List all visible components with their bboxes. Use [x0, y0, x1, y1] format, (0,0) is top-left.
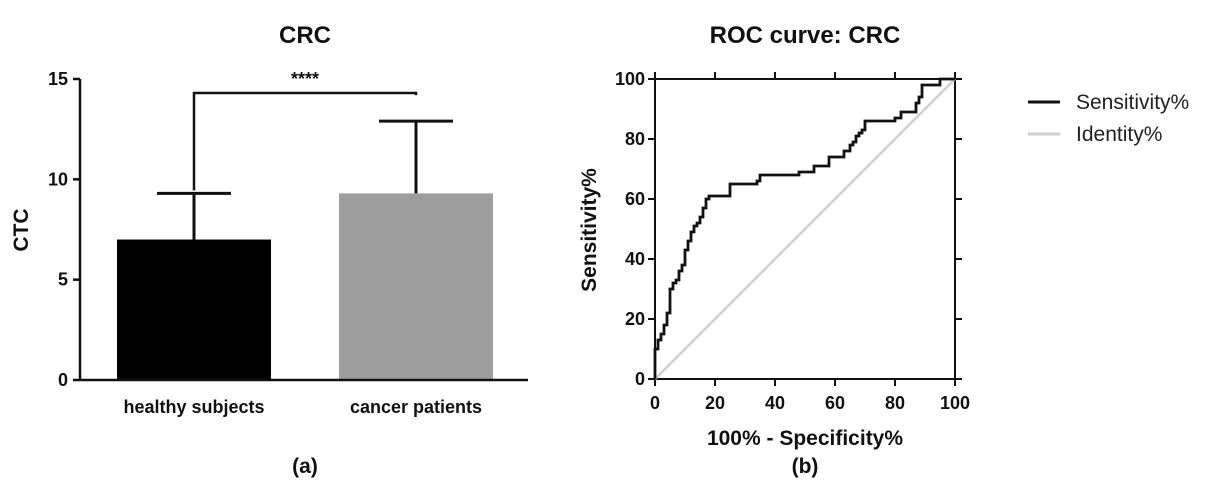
significance-bracket	[192, 91, 418, 191]
roc-x-tick-label: 0	[650, 393, 660, 413]
bar-x-tick-label: cancer patients	[350, 397, 482, 417]
bar-y-tick-label: 5	[58, 270, 68, 290]
roc-x-tick-label: 40	[765, 393, 785, 413]
panel-label-b: (b)	[792, 455, 819, 478]
roc-series-identity	[654, 78, 956, 380]
bar-chart-y-axis-title: CTC	[10, 208, 33, 251]
roc-x-tick-label: 100	[940, 393, 970, 413]
roc-x-tick-label: 80	[885, 393, 905, 413]
panel-label-a: (a)	[292, 455, 318, 478]
roc-x-tick-label: 60	[825, 393, 845, 413]
roc-chart-panel: ROC curve: CRC Sensitivity% 100% - Speci…	[578, 22, 1189, 478]
roc-y-tick-label: 40	[625, 249, 645, 269]
roc-chart-title: ROC curve: CRC	[710, 22, 901, 49]
significance-label: ****	[291, 69, 319, 89]
bar-cancer-patients	[339, 193, 493, 380]
bar-y-tick-label: 0	[58, 370, 68, 390]
bar-y-tick-label: 10	[48, 169, 68, 189]
roc-y-tick-label: 100	[615, 69, 645, 89]
legend-label: Identity%	[1076, 123, 1162, 146]
roc-chart-x-axis-title: 100% - Specificity%	[707, 427, 903, 450]
roc-plot-frame	[654, 78, 956, 380]
bar-y-tick-label: 15	[48, 69, 68, 89]
bar-chart-panel: CRC CTC 0 5 10 15 healthy subjects cancer pa…	[10, 22, 528, 478]
roc-y-tick-label: 0	[635, 369, 645, 389]
roc-y-tick-label: 20	[625, 309, 645, 329]
roc-y-tick-label: 60	[625, 189, 645, 209]
roc-y-tick-label: 80	[625, 129, 645, 149]
roc-chart-y-axis-title: Sensitivity%	[578, 168, 601, 292]
bar-chart-title: CRC	[279, 22, 331, 49]
roc-series-sensitivity	[653, 77, 955, 379]
legend-label: Sensitivity%	[1076, 91, 1189, 114]
roc-x-tick-label: 20	[705, 393, 725, 413]
bar-healthy-subjects	[117, 239, 271, 380]
bar-x-tick-label: healthy subjects	[123, 397, 264, 417]
